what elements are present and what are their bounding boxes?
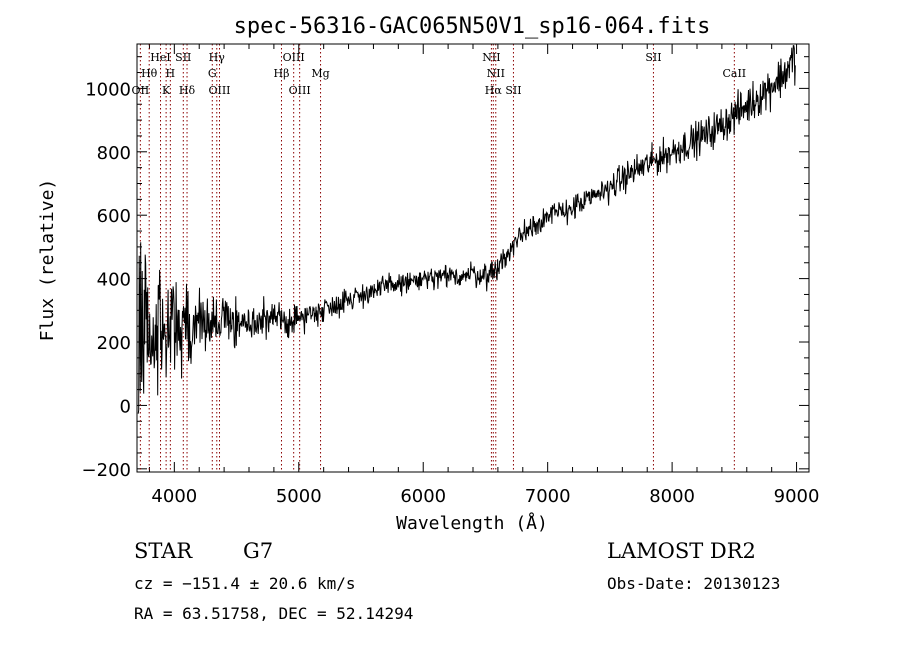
axis-ticks: 4000 5000 6000 7000 8000 9000 −200 0 200 400 600 80… xyxy=(82,44,820,507)
x-tick-label: 7000 xyxy=(525,486,571,507)
line-label: HeI xyxy=(150,51,170,64)
line-label: SII xyxy=(505,84,521,97)
line-label: SII xyxy=(175,51,191,64)
spectrum-series xyxy=(137,45,796,414)
x-tick-label: 9000 xyxy=(774,486,820,507)
x-tick-label: 8000 xyxy=(649,486,695,507)
line-label: OII xyxy=(132,84,150,97)
line-label: CaII xyxy=(722,67,746,80)
object-subclass: G7 xyxy=(243,539,274,563)
object-class: STAR xyxy=(134,539,193,563)
line-label: Hδ xyxy=(179,84,196,97)
x-tick-label: 4000 xyxy=(151,486,197,507)
y-tick-label: 200 xyxy=(97,333,131,354)
line-label: OIII xyxy=(283,51,305,64)
line-label: H xyxy=(166,67,176,80)
y-tick-label: 600 xyxy=(97,206,131,227)
line-label: NII xyxy=(487,67,505,80)
line-label: K xyxy=(162,84,171,97)
spectrum-line xyxy=(137,45,796,414)
spectral-line-markers: HθOIIHeIHKSIIHδHγGOIIIOIIIHβOIIIMgNIINII… xyxy=(132,44,746,472)
y-axis-label: Flux (relative) xyxy=(37,179,58,342)
line-label: G xyxy=(208,67,217,80)
redshift-cz: cz = −151.4 ± 20.6 km/s xyxy=(134,574,356,593)
chart-title: spec-56316-GAC065N50V1_sp16-064.fits xyxy=(234,14,711,39)
line-label: Hβ xyxy=(274,67,290,80)
observation-date: Obs-Date: 20130123 xyxy=(607,574,781,593)
coordinates: RA = 63.51758, DEC = 52.14294 xyxy=(134,604,414,623)
y-tick-label: −200 xyxy=(82,460,131,481)
y-tick-label: 0 xyxy=(120,396,131,417)
y-tick-label: 800 xyxy=(97,143,131,164)
y-tick-label: 400 xyxy=(97,270,131,291)
line-label: SII xyxy=(645,51,661,64)
x-axis-label: Wavelength (Å) xyxy=(396,512,548,534)
survey-name: LAMOST DR2 xyxy=(607,539,756,563)
line-label: Hγ xyxy=(209,51,226,64)
line-label: OIII xyxy=(289,84,311,97)
line-label: Mg xyxy=(311,67,329,80)
line-label: NII xyxy=(482,51,500,64)
line-label: OIII xyxy=(208,84,230,97)
x-tick-label: 5000 xyxy=(276,486,322,507)
plot-frame xyxy=(136,43,810,473)
y-tick-label: 1000 xyxy=(85,79,131,100)
x-tick-label: 6000 xyxy=(400,486,446,507)
line-label: Hα xyxy=(485,84,503,97)
line-label: Hθ xyxy=(141,67,158,80)
